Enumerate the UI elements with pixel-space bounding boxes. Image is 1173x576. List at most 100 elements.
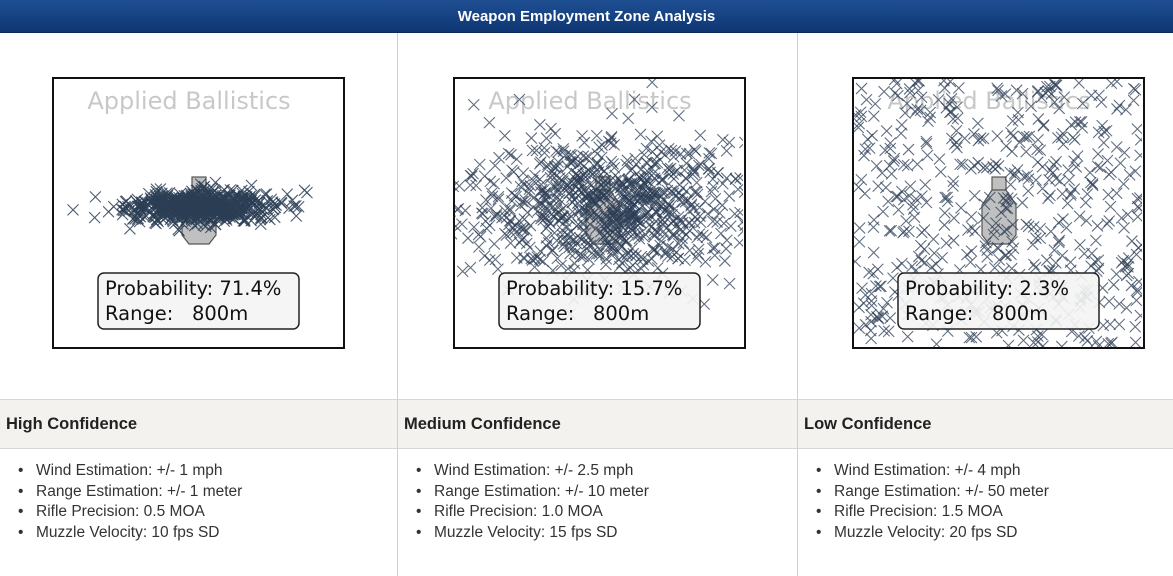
impact-marker <box>948 212 960 225</box>
impact-marker <box>857 297 870 310</box>
impact-marker <box>1022 220 1035 233</box>
bullet-icon: • <box>416 462 422 479</box>
impact-marker <box>992 242 1005 255</box>
impact-marker <box>895 127 907 140</box>
impact-marker <box>662 142 675 155</box>
list-item: • Rifle Precision: 1.0 MOA <box>416 502 797 523</box>
impact-marker <box>245 179 258 192</box>
impact-marker <box>531 251 544 263</box>
impact-marker <box>1037 119 1050 132</box>
impact-marker <box>208 192 221 204</box>
impact-marker <box>599 258 612 271</box>
impact-marker <box>483 254 496 267</box>
impact-marker <box>1084 166 1096 179</box>
plot-area: Applied Ballistics Probability: 71.4% Rang… <box>0 33 397 399</box>
probability-label: Probability: 2.3% <box>905 277 1069 300</box>
impact-marker <box>720 242 733 255</box>
impact-marker <box>503 204 516 217</box>
impact-marker <box>892 203 905 216</box>
impact-marker <box>867 246 880 259</box>
impact-marker <box>1030 232 1042 245</box>
param-text: Rifle Precision: 0.5 MOA <box>36 503 205 520</box>
impact-marker <box>1085 260 1097 273</box>
impact-marker <box>459 204 472 217</box>
list-item: • Rifle Precision: 0.5 MOA <box>18 502 397 523</box>
chart-frame <box>453 77 746 349</box>
impact-marker <box>622 112 635 125</box>
impact-marker <box>732 183 743 196</box>
impact-marker <box>561 160 574 173</box>
impact-marker <box>897 193 910 206</box>
impact-marker <box>467 167 479 180</box>
impact-marker <box>540 132 553 145</box>
impact-marker <box>634 128 647 141</box>
impact-marker <box>928 247 941 260</box>
page-title: Weapon Employment Zone Analysis <box>457 7 716 25</box>
impact-marker <box>881 296 893 309</box>
impact-marker <box>1048 79 1061 91</box>
impact-marker <box>1127 94 1140 107</box>
impact-marker <box>1092 148 1104 160</box>
impact-marker <box>576 216 589 229</box>
impact-marker <box>920 196 933 209</box>
impact-marker <box>662 206 675 219</box>
impact-marker <box>738 186 743 199</box>
impact-marker <box>724 220 737 232</box>
impact-marker <box>951 141 963 154</box>
impact-marker <box>1029 261 1042 274</box>
impact-marker <box>600 239 613 252</box>
impact-marker <box>605 132 618 144</box>
impact-marker <box>583 253 595 266</box>
impact-marker <box>492 190 505 203</box>
impact-marker <box>551 184 564 197</box>
impact-marker <box>1007 242 1020 255</box>
impact-marker <box>1068 183 1081 195</box>
impact-markers <box>67 176 313 237</box>
impact-marker <box>620 158 632 171</box>
impact-marker <box>639 228 652 241</box>
impact-marker <box>708 249 721 262</box>
impact-marker <box>907 198 919 211</box>
impact-marker <box>700 231 713 244</box>
impact-marker <box>914 239 927 252</box>
impact-marker <box>552 146 565 159</box>
impact-marker <box>1101 218 1114 230</box>
impact-marker <box>865 287 878 300</box>
impact-marker <box>903 190 916 202</box>
impact-marker <box>617 233 630 245</box>
impact-marker <box>720 144 733 157</box>
impact-marker <box>227 191 240 204</box>
impact-marker <box>289 199 302 212</box>
impact-marker <box>915 226 928 239</box>
impact-marker <box>1006 145 1018 158</box>
param-text: Range Estimation: +/- 50 meter <box>834 482 1049 500</box>
impact-marker <box>995 90 1008 102</box>
impact-marker <box>1133 192 1142 204</box>
impact-marker <box>534 118 546 131</box>
impact-marker <box>574 250 587 263</box>
impact-marker <box>1115 212 1128 224</box>
impact-marker <box>947 234 960 247</box>
impact-marker <box>470 179 483 192</box>
impact-marker <box>538 183 550 196</box>
impact-marker <box>945 92 958 105</box>
impact-marker <box>883 159 896 172</box>
impact-marker <box>588 237 601 250</box>
impact-marker <box>670 219 683 232</box>
impact-marker <box>144 192 157 205</box>
impact-marker <box>630 158 643 170</box>
impact-marker <box>545 122 557 135</box>
impact-marker <box>913 79 926 87</box>
impact-marker <box>878 324 891 337</box>
impact-marker <box>538 188 551 200</box>
impact-marker <box>901 330 914 343</box>
impact-marker <box>579 185 592 198</box>
impact-marker <box>1117 254 1130 267</box>
impact-marker <box>151 204 164 217</box>
impact-marker <box>549 162 561 174</box>
impact-marker <box>672 237 685 250</box>
impact-marker <box>477 208 489 220</box>
impact-marker <box>938 207 951 219</box>
impact-marker <box>649 205 662 218</box>
wez-chart-medium: Applied Ballistics Probability: 15.7%Rang… <box>453 77 746 349</box>
